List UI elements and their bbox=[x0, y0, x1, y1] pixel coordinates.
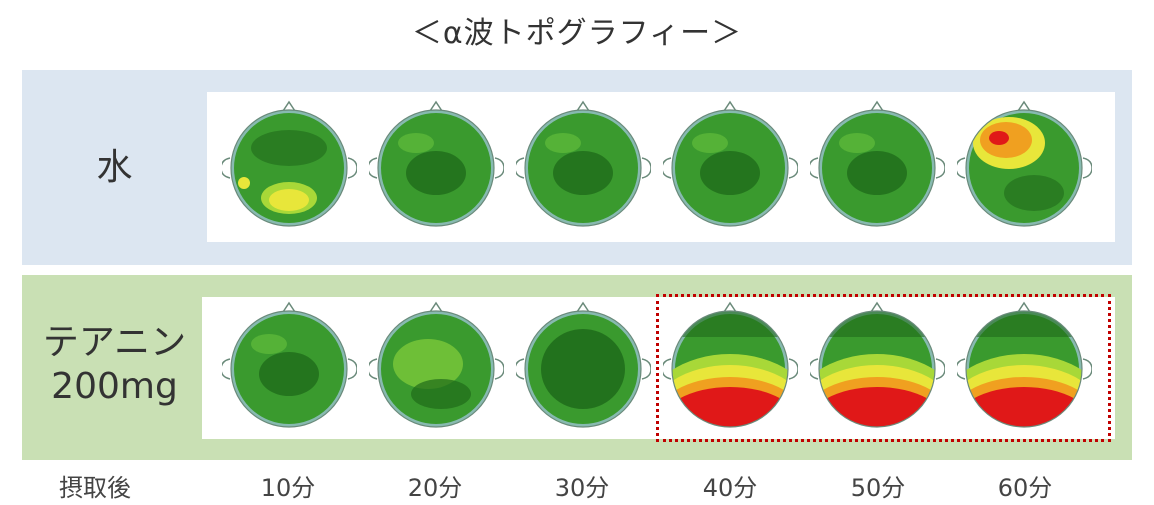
water-map-10min bbox=[222, 100, 357, 227]
water-map-40min bbox=[663, 100, 798, 227]
time-label-30: 30分 bbox=[554, 474, 610, 502]
water-map-20min bbox=[369, 100, 504, 227]
theanine-map-50min bbox=[810, 301, 945, 428]
theanine-label-line2: 200mg bbox=[51, 366, 178, 407]
theanine-label-line1: テアニン bbox=[42, 322, 187, 363]
water-row-label: 水 bbox=[96, 147, 133, 188]
theanine-map-20min bbox=[369, 301, 504, 428]
time-label-60: 60分 bbox=[997, 474, 1053, 502]
water-maps-panel bbox=[207, 92, 1115, 242]
water-map-30min bbox=[516, 100, 651, 227]
time-label-10: 10分 bbox=[260, 474, 316, 502]
theanine-map-60min bbox=[957, 301, 1092, 428]
time-axis-header: 摂取後 bbox=[59, 474, 131, 502]
time-label-40: 40分 bbox=[702, 474, 758, 502]
theanine-map-10min bbox=[222, 301, 357, 428]
water-row: 水 bbox=[22, 70, 1132, 265]
theanine-map-40min bbox=[663, 301, 798, 428]
time-label-50: 50分 bbox=[850, 474, 906, 502]
chart-title: ＜α波トポグラフィー＞ bbox=[411, 16, 743, 51]
time-axis: 摂取後 10分 20分 30分 40分 50分 60分 bbox=[0, 468, 1154, 502]
theanine-map-30min bbox=[516, 301, 651, 428]
water-map-50min bbox=[810, 100, 945, 227]
theanine-row-label: テアニン 200mg bbox=[22, 321, 207, 409]
time-label-20: 20分 bbox=[407, 474, 463, 502]
highlight-box-40-60min bbox=[656, 294, 1111, 442]
water-map-60min bbox=[957, 100, 1092, 227]
